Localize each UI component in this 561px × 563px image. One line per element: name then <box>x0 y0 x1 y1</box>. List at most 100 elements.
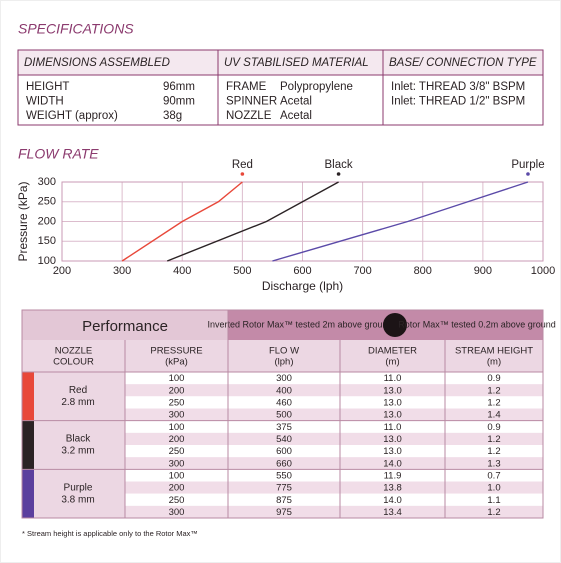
row-bg <box>125 408 543 421</box>
x-tick-label: 1000 <box>531 265 555 277</box>
group-bg <box>22 420 125 470</box>
cell: 100 <box>169 422 185 433</box>
cell: 775 <box>276 483 292 494</box>
cell: 1.2 <box>487 434 500 445</box>
group-size: 2.8 mm <box>61 397 94 408</box>
cell: 13.0 <box>383 397 402 408</box>
spec-cell: WEIGHT (approx) <box>26 110 118 122</box>
cell: 875 <box>276 495 292 506</box>
cell: 100 <box>169 373 185 384</box>
y-tick-label: 100 <box>38 255 56 267</box>
footnote: * Stream height is applicable only to th… <box>22 529 198 538</box>
row-bg <box>125 396 543 409</box>
col-head-bg <box>22 340 543 372</box>
y-tick-label: 150 <box>38 235 56 247</box>
cell: 1.4 <box>487 410 500 421</box>
cell: 13.0 <box>383 410 402 421</box>
x-tick-label: 700 <box>353 265 371 277</box>
col-header: DIAMETER <box>368 346 417 357</box>
cell: 540 <box>276 434 292 445</box>
cell: 250 <box>169 446 185 457</box>
group-size: 3.2 mm <box>61 446 94 457</box>
legend-dot <box>336 172 341 176</box>
x-tick-label: 400 <box>173 265 191 277</box>
spec-cell: Inlet: THREAD 3/8" BSPM <box>391 81 525 93</box>
x-tick-label: 500 <box>233 265 251 277</box>
y-tick-label: 200 <box>38 215 56 227</box>
cell: 13.0 <box>383 446 402 457</box>
series-line <box>272 181 529 262</box>
colour-bar <box>22 469 34 518</box>
y-tick-label: 250 <box>38 196 56 208</box>
cell: 200 <box>169 434 185 445</box>
y-axis-label: Pressure (kPa) <box>16 181 30 261</box>
cell: 600 <box>276 446 292 457</box>
col-header: COLOUR <box>53 357 94 368</box>
legend-label: Red <box>232 159 253 171</box>
spec-header: DIMENSIONS ASSEMBLED <box>24 57 170 69</box>
cell: 1.0 <box>487 483 500 494</box>
cell: 975 <box>276 507 292 518</box>
spec-cell: WIDTH <box>26 96 64 108</box>
col-header: PRESSURE <box>150 346 202 357</box>
group-name: Black <box>66 434 91 445</box>
cell: 1.3 <box>487 458 500 469</box>
col-header: (m) <box>385 357 399 368</box>
row-bg <box>125 420 543 433</box>
spec-cell: FRAME <box>226 81 267 93</box>
cell: 1.2 <box>487 385 500 396</box>
cell: 0.9 <box>487 422 500 433</box>
cell: 0.7 <box>487 470 500 481</box>
cell: 1.2 <box>487 507 500 518</box>
row-bg <box>125 445 543 458</box>
y-tick-label: 300 <box>38 176 56 188</box>
spec-title: SPECIFICATIONS <box>18 21 134 37</box>
cell: 1.2 <box>487 397 500 408</box>
row-bg <box>125 469 543 482</box>
cell: 660 <box>276 458 292 469</box>
cell: 460 <box>276 397 292 408</box>
perf-title-bg <box>22 310 228 340</box>
col-header: STREAM HEIGHT <box>455 346 533 357</box>
spec-cell: SPINNER <box>226 96 277 108</box>
cell: 250 <box>169 495 185 506</box>
cell: 11.0 <box>384 422 402 433</box>
cell: 14.0 <box>383 495 402 506</box>
legend-label: Black <box>325 159 353 171</box>
perf-title: Performance <box>82 318 168 335</box>
group-name: Purple <box>64 482 93 493</box>
group-size: 3.8 mm <box>61 494 94 505</box>
cell: 300 <box>169 410 185 421</box>
x-tick-label: 600 <box>293 265 311 277</box>
cell: 11.9 <box>384 470 402 481</box>
perf-rotor: Rotor Max™ tested 0.2m above ground <box>398 319 556 329</box>
cell: 500 <box>276 410 292 421</box>
perf-border <box>21 309 544 519</box>
spec-cell: NOZZLE <box>226 110 272 122</box>
perf-inverted: Inverted Rotor Max™ tested 2m above grou… <box>207 319 392 329</box>
colour-bar <box>22 372 34 421</box>
spec-cell: 90mm <box>163 96 195 108</box>
row-bg <box>125 505 543 518</box>
spec-header: UV STABILISED MATERIAL <box>224 57 369 69</box>
legend-dot <box>240 172 245 176</box>
legend-label: Purple <box>511 159 544 171</box>
cell: 14.0 <box>383 458 402 469</box>
row-bg <box>125 457 543 470</box>
cell: 13.0 <box>383 385 402 396</box>
cell: 13.0 <box>383 434 402 445</box>
cell: 200 <box>169 385 185 396</box>
spec-cell: 96mm <box>163 81 195 93</box>
x-axis-label: Discharge (lph) <box>262 279 343 293</box>
cell: 11.0 <box>384 373 402 384</box>
col-header: NOZZLE <box>55 346 92 357</box>
cell: 1.1 <box>487 495 500 506</box>
cell: 550 <box>276 470 292 481</box>
group-bg <box>22 469 125 518</box>
legend-dot <box>526 172 530 176</box>
spec-cell: Polypropylene <box>280 81 353 93</box>
cell: 300 <box>169 507 185 518</box>
row-bg <box>125 432 543 445</box>
cell: 1.2 <box>487 446 500 457</box>
